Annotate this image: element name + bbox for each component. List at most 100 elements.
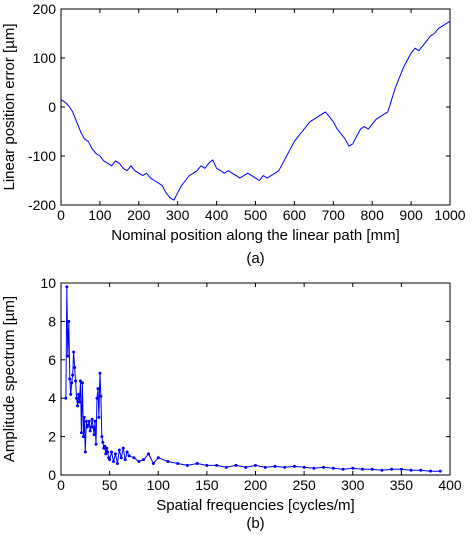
y-axis-label: Linear position error [µm] [1,23,18,190]
data-point [83,450,87,454]
data-point [64,396,68,400]
data-point [322,465,326,469]
y-tick-label: 8 [48,313,56,329]
panel-a-position-error: 0 100 200 300 400 500 600 700 800 900 1000-200-100… [1,1,466,267]
data-point [166,460,170,464]
data-point [80,381,84,385]
y-tick-label: 2 [48,429,56,445]
x-tick-label: 1000 [434,207,465,223]
y-tick-label: 6 [48,352,56,368]
data-point [71,373,75,377]
y-tick-label: 4 [48,390,56,406]
x-tick-label: 50 [102,477,118,493]
data-point [84,419,88,423]
data-point [65,285,69,289]
data-point [123,458,127,462]
data-point [195,461,199,465]
x-tick-label: 300 [341,477,365,493]
data-point [110,450,114,454]
data-point [137,460,141,464]
data-point [77,392,81,396]
data-point [103,444,107,448]
data-point [224,465,228,469]
data-point [115,461,119,465]
data-point [215,463,219,467]
x-tick-label: 100 [147,477,171,493]
panel-caption: (b) [246,515,264,532]
panel-b-amplitude-spectrum: 0 50 100 150 200 250 300 350 400 0 2 4 6 8 10 Spatial f… [1,275,462,532]
data-point [312,466,316,470]
data-point [409,468,413,472]
data-point [263,465,267,469]
x-tick-label: 0 [57,207,65,223]
y-axis-label: Amplitude spectrum [µm] [1,296,18,462]
data-point [76,404,80,408]
data-point [351,466,355,470]
data-point [399,467,403,471]
data-point [156,456,160,460]
series-line [60,20,451,201]
data-point [79,431,83,435]
data-point [331,466,335,470]
data-point [370,467,374,471]
data-point [77,400,81,404]
x-tick-label: 200 [127,207,151,223]
data-point [244,465,248,469]
data-point [101,440,105,444]
data-point [70,381,74,385]
x-tick-label: 400 [438,477,462,493]
x-tick-label: 700 [322,207,346,223]
data-point [127,454,131,458]
data-point [99,394,103,398]
x-tick-label: 600 [283,207,307,223]
data-point [341,467,345,471]
y-tick-label: 0 [48,99,56,115]
data-point [74,379,78,383]
data-point [86,423,90,427]
data-point [98,371,102,375]
data-point [283,465,287,469]
data-point [108,458,112,462]
data-point [151,461,155,465]
data-point [429,469,433,473]
data-point [254,463,257,467]
data-point [68,377,72,381]
data-point [438,469,442,473]
x-tick-label: 100 [88,207,112,223]
data-point [88,429,92,433]
panel-caption: (a) [246,250,264,267]
data-point [92,433,96,437]
data-point [106,450,110,454]
data-point [97,415,101,419]
data-point [95,396,99,400]
data-point [185,463,189,467]
data-point [100,435,104,439]
data-point [87,419,91,423]
data-point [302,465,306,469]
data-point [82,415,86,419]
data-point [132,456,136,460]
y-tick-label: -100 [28,148,56,164]
data-point [176,461,180,465]
x-tick-label: 350 [390,477,414,493]
x-axis-label: Spatial frequencies [cycles/m] [156,497,354,514]
data-point [93,419,97,423]
data-point [78,379,82,383]
y-tick-label: 10 [40,275,56,291]
data-point [142,458,146,462]
data-point [69,392,73,396]
data-point [105,446,109,450]
data-point [234,463,238,467]
x-tick-label: 900 [399,207,423,223]
data-point [112,460,116,464]
data-point [390,467,394,471]
y-tick-label: 200 [33,1,57,17]
y-tick-label: -200 [28,197,56,213]
data-point [96,387,100,391]
data-point [292,464,296,468]
data-point [104,452,108,456]
x-tick-label: 400 [205,207,229,223]
data-point [113,452,117,456]
data-point [380,468,384,472]
